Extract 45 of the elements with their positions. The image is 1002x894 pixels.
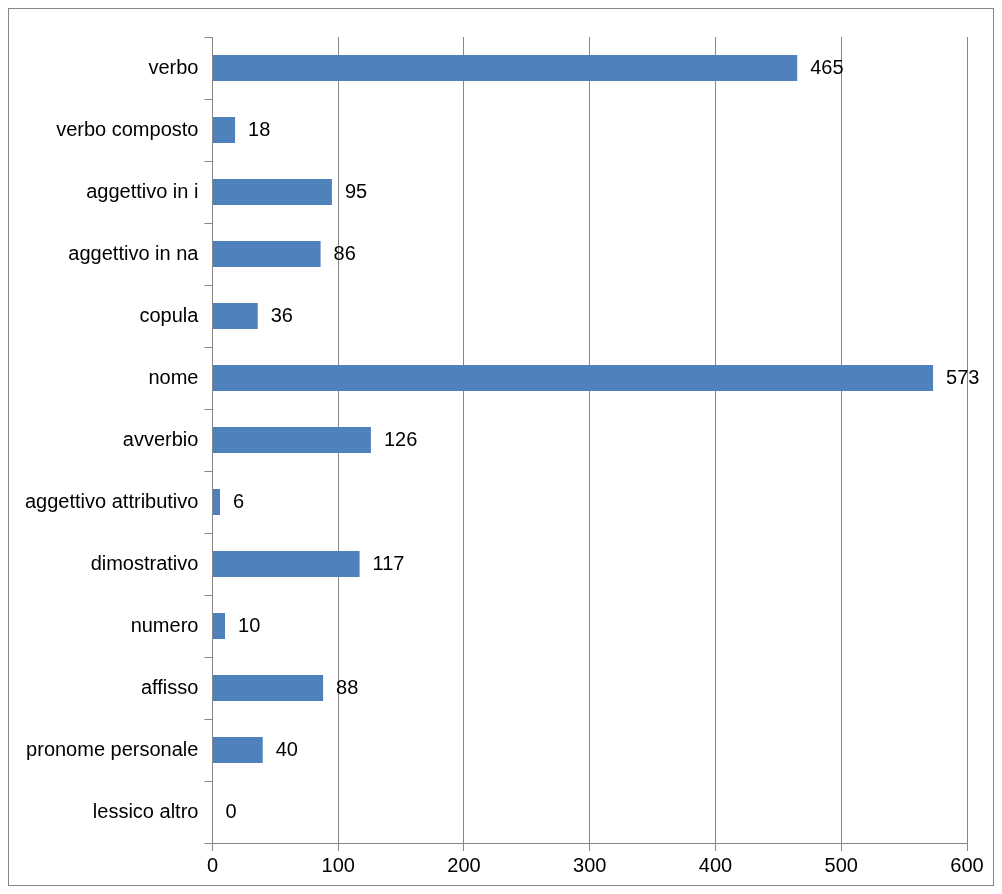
y-tick-label: aggettivo attributivo xyxy=(25,489,199,512)
bar xyxy=(212,178,332,206)
y-tick-label: dimostrativo xyxy=(90,551,199,574)
data-label: 465 xyxy=(810,55,844,78)
bar xyxy=(212,674,324,702)
x-tick-label: 600 xyxy=(950,853,984,876)
x-tick-label: 300 xyxy=(573,853,607,876)
data-label: 95 xyxy=(344,179,368,202)
data-label: 40 xyxy=(275,737,298,760)
y-tick-label: numero xyxy=(130,613,199,636)
y-tick-label: lessico altro xyxy=(92,799,199,822)
x-tick-label: 200 xyxy=(447,853,481,876)
x-tick-label: 0 xyxy=(206,853,218,876)
data-label: 88 xyxy=(336,675,359,698)
bar xyxy=(212,426,371,454)
y-tick-label: verbo composto xyxy=(56,117,199,140)
data-label: 6 xyxy=(232,489,245,512)
bar xyxy=(212,240,321,268)
y-tick-label: nome xyxy=(148,365,199,388)
data-label: 36 xyxy=(270,303,293,326)
y-tick-label: copula xyxy=(139,303,200,326)
bar xyxy=(212,364,934,392)
bar xyxy=(212,488,220,516)
data-label: 573 xyxy=(946,365,980,388)
bar xyxy=(212,116,236,144)
data-label: 18 xyxy=(248,117,271,140)
y-tick-label: aggettivo in i xyxy=(86,179,199,202)
y-tick-label: verbo xyxy=(148,55,199,78)
x-tick-label: 100 xyxy=(321,853,355,876)
bar xyxy=(212,550,360,578)
bar xyxy=(212,302,258,330)
x-tick-label: 500 xyxy=(824,853,858,876)
x-tick-label: 400 xyxy=(698,853,733,876)
y-tick-label: avverbio xyxy=(122,427,199,450)
bar xyxy=(212,612,226,640)
bar xyxy=(212,736,263,764)
data-label: 86 xyxy=(333,241,356,264)
y-tick-label: affisso xyxy=(140,675,199,698)
y-tick-label: aggettivo in na xyxy=(68,241,200,264)
data-label: 126 xyxy=(383,427,418,450)
bar xyxy=(212,54,798,82)
y-tick-label: pronome personale xyxy=(26,737,199,760)
data-label: 0 xyxy=(225,799,237,822)
data-label: 10 xyxy=(238,613,261,636)
data-label: 117 xyxy=(372,551,405,574)
